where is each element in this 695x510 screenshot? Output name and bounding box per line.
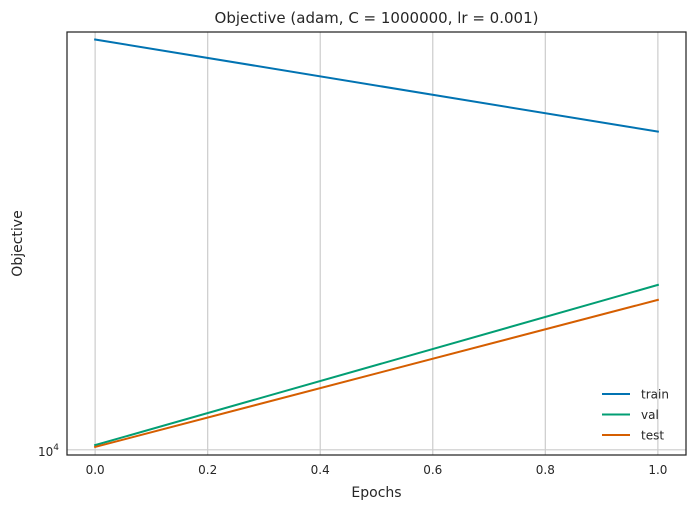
y-tick-labels: 104 <box>38 443 59 459</box>
legend-label-test: test <box>641 429 664 443</box>
y-tick-base: 10 <box>38 445 53 459</box>
x-tick-label: 0.6 <box>423 463 442 477</box>
y-tick-label: 104 <box>38 443 59 459</box>
series-line-train <box>93 38 660 133</box>
legend-label-val: val <box>641 408 659 422</box>
plot-frame <box>66 31 687 456</box>
series-line-val <box>93 283 660 447</box>
chart-title: Objective (adam, C = 1000000, lr = 0.001… <box>215 9 539 27</box>
y-tick-exponent: 4 <box>53 443 59 453</box>
series-line-test <box>93 298 660 449</box>
x-axis-title: Epochs <box>351 485 401 501</box>
series-lines <box>93 38 660 449</box>
legend: train val test <box>602 388 669 443</box>
x-tick-label: 0.4 <box>311 463 330 477</box>
legend-label-train: train <box>641 388 669 402</box>
y-axis-title: Objective <box>10 210 26 276</box>
x-tick-label: 0.0 <box>86 463 105 477</box>
x-tick-label: 0.2 <box>198 463 217 477</box>
x-tick-label: 1.0 <box>648 463 667 477</box>
x-tick-label: 0.8 <box>536 463 555 477</box>
grid-lines <box>67 32 686 455</box>
x-tick-labels: 0.0 0.2 0.4 0.6 0.8 1.0 <box>86 463 668 477</box>
